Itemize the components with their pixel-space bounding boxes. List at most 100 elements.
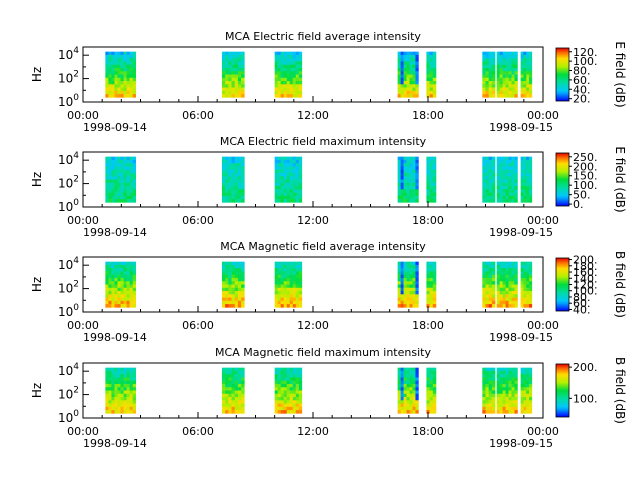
spectrogram-cell bbox=[111, 297, 115, 302]
spectrogram-cell bbox=[406, 189, 410, 193]
spectrogram-cell bbox=[289, 182, 294, 187]
spectrogram-cell bbox=[237, 397, 242, 401]
spectrogram-cell bbox=[117, 51, 121, 56]
spectrogram-cell bbox=[412, 64, 416, 69]
spectrogram-cell bbox=[409, 189, 413, 193]
spectrogram-cell bbox=[126, 277, 130, 282]
spectrogram-cell bbox=[283, 268, 288, 272]
spectrogram-cell bbox=[426, 172, 430, 177]
spectrogram-cell bbox=[488, 287, 493, 292]
spectrogram-cell bbox=[126, 287, 130, 292]
spectrogram-cell bbox=[277, 393, 281, 398]
spectrogram-cell bbox=[221, 77, 226, 82]
panel-4: MCA Magnetic field maximum intensity1001… bbox=[30, 346, 627, 450]
colorbar: 20.40.60.80.100.120. E field (dB) bbox=[555, 41, 627, 108]
spectrogram-cell bbox=[292, 169, 297, 174]
spectrogram-cell bbox=[274, 195, 278, 200]
spectrogram-cell bbox=[123, 287, 127, 292]
spectrogram-cell bbox=[511, 397, 515, 401]
spectrogram-cell bbox=[228, 294, 232, 298]
spectrogram-cell bbox=[499, 271, 503, 276]
spectrogram-cell bbox=[105, 176, 109, 180]
spectrogram-cell bbox=[415, 159, 419, 164]
spectrogram-cell bbox=[496, 176, 500, 180]
spectrogram-cell bbox=[228, 400, 232, 404]
spectrogram-cell bbox=[482, 58, 486, 62]
spectrogram-cell bbox=[403, 264, 407, 269]
spectrogram-cell bbox=[231, 172, 236, 177]
spectrogram-cell bbox=[111, 403, 115, 408]
spectrogram-cell bbox=[120, 261, 124, 266]
spectrogram-cell bbox=[292, 410, 297, 414]
spectrogram-cell bbox=[432, 74, 437, 79]
spectrogram-cell bbox=[397, 58, 401, 62]
spectrogram-cell bbox=[482, 67, 486, 72]
spectrogram-cell bbox=[298, 393, 303, 398]
spectrogram-cell bbox=[277, 61, 281, 66]
spectrogram-cell bbox=[412, 287, 416, 292]
data-interval bbox=[274, 51, 303, 98]
spectrogram-cell bbox=[406, 274, 410, 279]
spectrogram-cell bbox=[228, 67, 232, 72]
spectrogram-cell bbox=[514, 163, 518, 167]
spectrogram-cell bbox=[225, 159, 229, 164]
spectrogram-cell bbox=[241, 84, 245, 88]
spectrogram-cell bbox=[400, 179, 404, 184]
spectrogram-cell bbox=[499, 199, 503, 203]
spectrogram-cell bbox=[485, 294, 489, 298]
spectrogram-cell bbox=[277, 261, 281, 266]
spectrogram-cell bbox=[126, 268, 130, 272]
spectrogram-cell bbox=[526, 159, 530, 164]
spectrogram-cell bbox=[111, 90, 115, 95]
spectrogram-cell bbox=[529, 271, 533, 276]
spectrogram-cell bbox=[488, 274, 493, 279]
spectrogram-cell bbox=[108, 77, 112, 82]
spectrogram-cell bbox=[502, 186, 506, 190]
spectrogram-cell bbox=[274, 87, 278, 92]
spectrogram-cell bbox=[520, 291, 524, 295]
spectrogram-cell bbox=[120, 300, 124, 305]
spectrogram-cell bbox=[225, 90, 229, 95]
spectrogram-cell bbox=[432, 287, 437, 292]
spectrogram-cell bbox=[491, 287, 496, 292]
spectrogram-cell bbox=[526, 383, 530, 388]
spectrogram-cell bbox=[505, 84, 509, 88]
spectrogram-cell bbox=[108, 87, 112, 92]
spectrogram-cell bbox=[415, 179, 419, 184]
spectrogram-cell bbox=[241, 390, 245, 395]
spectrogram-cell bbox=[123, 380, 127, 385]
spectrogram-cell bbox=[225, 291, 229, 295]
spectrogram-cell bbox=[523, 261, 527, 266]
spectrogram-cell bbox=[298, 300, 303, 305]
spectrogram-cell bbox=[228, 84, 232, 88]
spectrogram-cell bbox=[225, 84, 229, 88]
spectrogram-cell bbox=[228, 176, 232, 180]
x-tick-label: 06:00 bbox=[182, 109, 214, 122]
spectrogram-cell bbox=[496, 58, 500, 62]
spectrogram-cell bbox=[491, 268, 496, 272]
spectrogram-cell bbox=[491, 71, 496, 75]
spectrogram-cell bbox=[505, 304, 509, 308]
spectrogram-cell bbox=[403, 58, 407, 62]
spectrogram-cell bbox=[111, 300, 115, 305]
spectrogram-cell bbox=[406, 84, 410, 88]
spectrogram-cell bbox=[505, 397, 509, 401]
spectrogram-cell bbox=[429, 176, 434, 180]
spectrogram-cell bbox=[277, 268, 281, 272]
spectrogram-cell bbox=[412, 261, 416, 266]
spectrogram-cell bbox=[426, 271, 430, 276]
spectrogram-cell bbox=[502, 159, 506, 164]
spectrogram-cell bbox=[496, 281, 500, 285]
spectrogram-cell bbox=[283, 377, 288, 382]
spectrogram-cell bbox=[520, 199, 524, 203]
spectrogram-cell bbox=[283, 192, 288, 197]
spectrogram-cell bbox=[225, 74, 229, 79]
spectrogram-cell bbox=[488, 81, 493, 85]
spectrogram-cell bbox=[406, 182, 410, 187]
data-interval bbox=[426, 156, 437, 203]
spectrogram-cell bbox=[403, 64, 407, 69]
spectrogram-cell bbox=[505, 294, 509, 298]
spectrogram-cell bbox=[225, 189, 229, 193]
spectrogram-cell bbox=[505, 54, 509, 59]
spectrogram-cell bbox=[403, 159, 407, 164]
